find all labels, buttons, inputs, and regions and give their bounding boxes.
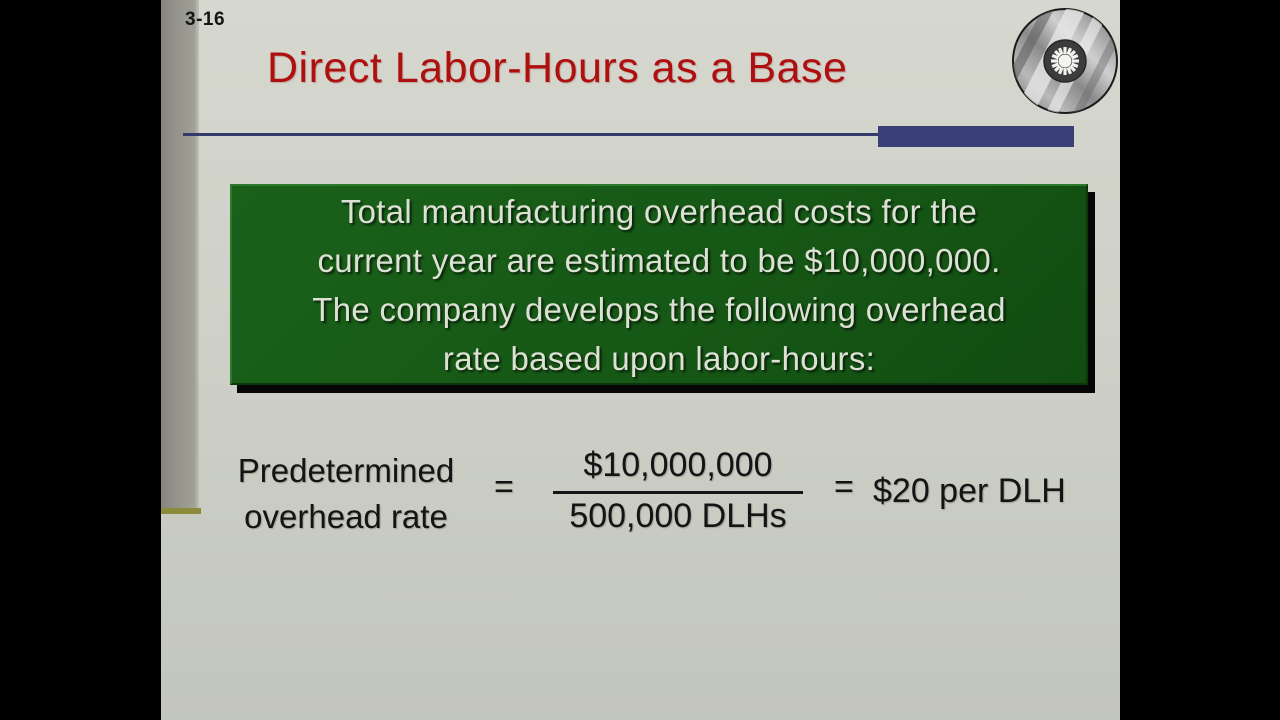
equals-sign: = (834, 468, 854, 506)
predetermined-rate-formula: Predetermined overhead rate = $10,000,00… (161, 443, 1120, 553)
equals-sign: = (494, 468, 514, 506)
formula-label-line2: overhead rate (244, 498, 448, 535)
left-accent-strip (161, 0, 199, 508)
slide-title: Direct Labor-Hours as a Base (267, 44, 848, 92)
fraction-denominator: 500,000 DLHs (553, 491, 803, 536)
cd-disc-icon (1012, 8, 1118, 114)
overhead-cost-callout: Total manufacturing overhead costs for t… (230, 184, 1088, 385)
formula-label-line1: Predetermined (237, 452, 455, 489)
fraction-numerator: $10,000,000 (583, 446, 773, 484)
callout-text-line: The company develops the following overh… (312, 290, 1006, 328)
callout-text-line: rate based upon labor-hours: (442, 339, 876, 377)
formula-fraction: $10,000,000 500,000 DLHs (553, 446, 803, 536)
title-accent-bar (878, 126, 1074, 147)
formula-label: Predetermined overhead rate (221, 448, 471, 540)
page-number: 3-16 (185, 9, 226, 30)
slide-canvas: 3-16 Direct Labor-Hours as a Base (161, 0, 1120, 720)
callout-text-line: Total manufacturing overhead costs for t… (340, 192, 978, 230)
formula-result: $20 per DLH (873, 472, 1066, 510)
title-underline (183, 133, 1073, 136)
callout-text-line: current year are estimated to be $10,000… (317, 241, 1001, 279)
olive-accent-dash (161, 508, 201, 514)
